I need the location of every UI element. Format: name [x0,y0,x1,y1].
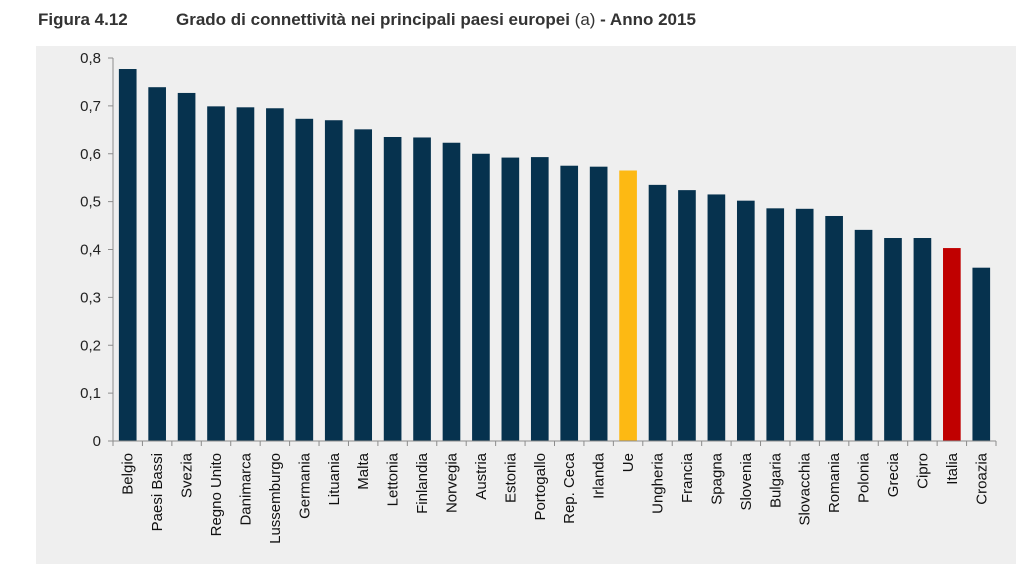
bar-danimarca [236,107,255,441]
bar-spagna [707,194,726,441]
x-tick-label: Lussemburgo [267,453,284,544]
x-tick-label: Bulgaria [767,452,784,508]
x-tick-label: Paesi Bassi [149,453,166,531]
x-tick-label: Polonia [856,452,873,503]
bar-cipro [913,238,932,441]
figure-note: (a) [574,10,596,29]
x-tick-label: Ue [620,453,637,472]
bar-grecia [884,238,902,441]
bar-svezia [177,92,196,442]
bars [118,69,991,442]
bar-slovacchia [795,208,814,441]
x-tick-label: Slovacchia [797,452,814,525]
x-tick-label: Rep. Ceca [561,452,578,524]
y-tick-label: 0,5 [80,194,101,211]
y-axis: 0 0,1 0,2 0,3 0,4 0,5 0,6 0,7 0,8 [80,50,114,450]
x-tick-label: Svezia [179,452,196,498]
bar-lettonia [383,136,402,441]
bar-regno-unito [207,106,225,441]
x-tick-label: Lettonia [385,452,402,506]
x-tick-label: Estonia [502,452,519,503]
bar-bulgaria [766,208,785,441]
x-tick-label: Irlanda [591,452,608,499]
figure-header: Figura 4.12 Grado di connettività nei pri… [38,6,696,34]
x-tick-label: Belgio [120,453,137,495]
bar-ue [619,170,637,441]
x-tick-label: Norvegia [443,452,460,513]
bar-irlanda [589,166,608,441]
x-tick-label: Grecia [885,452,902,497]
bar-francia [678,190,696,441]
x-tick-label: Finlandia [414,452,431,514]
x-tick-label: Cipro [914,453,931,489]
y-tick-label: 0,7 [80,98,101,115]
x-tick-label: Malta [355,452,372,489]
x-tick-label: Romania [826,452,843,513]
x-axis: Belgio Paesi Bassi Svezia Regno Unito Danima… [112,440,997,544]
x-tick-label: Spagna [708,452,725,504]
x-tick-label: Italia [944,452,961,484]
y-tick-label: 0,4 [80,242,101,259]
x-tick-label: Ungheria [650,452,667,514]
bar-germania [295,118,314,442]
chart-panel: 0 0,1 0,2 0,3 0,4 0,5 0,6 0,7 0,8 Belgio Paesi Ba… [36,46,1016,564]
bar-lituania [324,120,343,442]
x-tick-label: Regno Unito [208,453,225,536]
figure-title: Grado di connettività nei principali pae… [176,10,570,29]
x-tick-label: Austria [473,452,490,499]
bar-croazia [972,267,991,441]
bar-norvegia [442,142,461,441]
bar-belgio [118,69,137,442]
bar-lussemburgo [266,108,284,442]
bar-italia [943,248,961,441]
bar-estonia [501,157,520,441]
y-tick-label: 0,3 [80,289,101,306]
bar-austria [472,153,490,441]
y-tick-label: 0,8 [80,50,101,67]
bar-paesi-bassi [148,87,166,442]
bar-romania [825,215,843,441]
y-tick-label: 0 [93,433,101,450]
x-tick-label: Danimarca [237,452,254,525]
x-tick-label: Slovenia [738,452,755,510]
bar-malta [354,129,373,441]
y-tick-label: 0,1 [80,385,101,402]
x-tick-label: Portogallo [532,453,549,521]
y-tick-label: 0,2 [80,337,101,354]
y-tick-label: 0,6 [80,146,101,163]
figure-suffix: - Anno 2015 [600,10,696,29]
bar-slovenia [736,200,755,441]
bar-rep-ceca [560,165,579,441]
x-tick-label: Francia [679,452,696,503]
bar-ungheria [648,184,667,441]
x-tick-label: Germania [296,452,313,519]
bar-finlandia [413,137,431,441]
x-tick-label: Lituania [326,452,343,505]
figure-number: Figura 4.12 [38,10,128,29]
bar-portogallo [530,157,549,441]
bar-chart: 0 0,1 0,2 0,3 0,4 0,5 0,6 0,7 0,8 Belgio Paesi Ba… [80,50,997,544]
bar-polonia [854,229,873,441]
x-tick-label: Croazia [973,452,990,504]
